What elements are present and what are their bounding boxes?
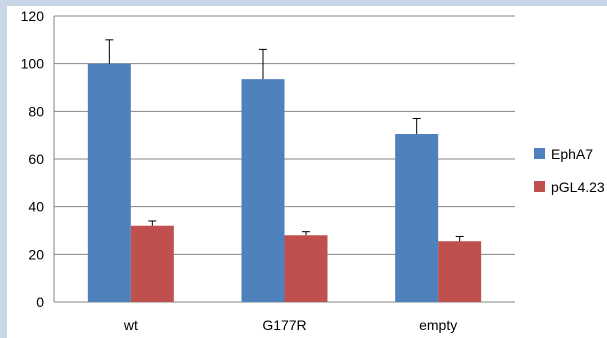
x-tick-label: G177R (262, 317, 306, 333)
x-tick-label: wt (123, 317, 138, 333)
x-tick-label: empty (419, 317, 457, 333)
bar-pGL4.23-G177R (284, 235, 328, 302)
legend-label: EphA7 (551, 146, 593, 162)
y-tick-label: 120 (21, 8, 45, 24)
bar-EphA7-empty (395, 133, 439, 302)
y-tick-label: 0 (36, 294, 44, 310)
bar-chart: 0 20 40 60 80 100 120 wt G177R empty EphA7 pGL4.23 (21, 8, 605, 333)
legend-swatch-EphA7 (534, 148, 545, 159)
bar-pGL4.23-empty (438, 241, 482, 302)
bar-EphA7-G177R (241, 79, 285, 303)
y-tick-label: 80 (28, 103, 44, 119)
y-tick-label: 40 (28, 199, 44, 215)
y-tick-label: 60 (28, 151, 44, 167)
chart-frame: 0 20 40 60 80 100 120 wt G177R empty EphA7 pGL4.23 (7, 6, 607, 338)
bar-pGL4.23-wt (130, 225, 174, 302)
y-tick-label: 20 (28, 246, 44, 262)
legend-swatch-pGL4.23 (534, 181, 545, 192)
legend-label: pGL4.23 (551, 179, 605, 195)
bar-EphA7-wt (87, 63, 131, 302)
y-tick-label: 100 (21, 56, 45, 72)
